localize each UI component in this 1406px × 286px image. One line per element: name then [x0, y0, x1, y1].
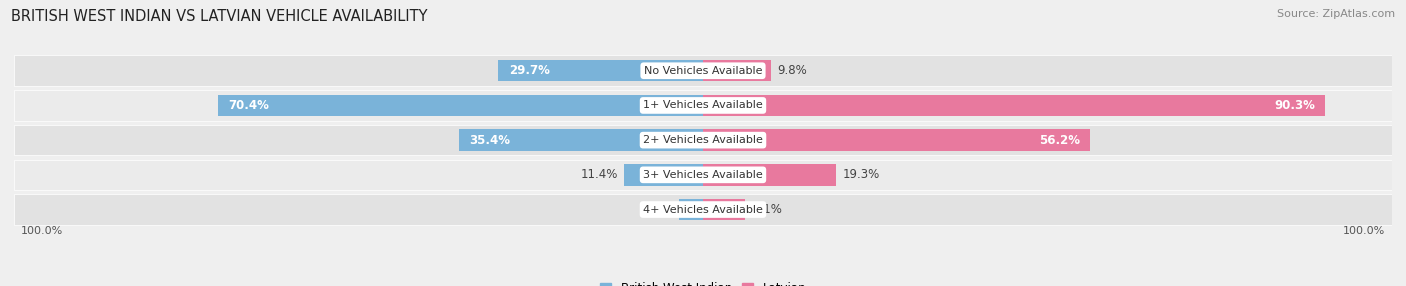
- Legend: British West Indian, Latvian: British West Indian, Latvian: [599, 282, 807, 286]
- Text: 11.4%: 11.4%: [581, 168, 617, 181]
- Bar: [703, 199, 745, 220]
- Bar: [14, 194, 1392, 225]
- Text: 3+ Vehicles Available: 3+ Vehicles Available: [643, 170, 763, 180]
- Text: Source: ZipAtlas.com: Source: ZipAtlas.com: [1277, 9, 1395, 19]
- Bar: [14, 160, 1392, 190]
- Bar: [14, 55, 1392, 86]
- Bar: [14, 125, 1392, 155]
- Bar: [218, 95, 703, 116]
- Bar: [14, 90, 1392, 121]
- Text: 56.2%: 56.2%: [1039, 134, 1080, 147]
- Text: 6.1%: 6.1%: [752, 203, 782, 216]
- Text: 90.3%: 90.3%: [1274, 99, 1315, 112]
- Text: 4+ Vehicles Available: 4+ Vehicles Available: [643, 204, 763, 214]
- Text: 100.0%: 100.0%: [21, 226, 63, 236]
- Text: 2+ Vehicles Available: 2+ Vehicles Available: [643, 135, 763, 145]
- Bar: [624, 164, 703, 186]
- Bar: [703, 129, 1090, 151]
- Text: 70.4%: 70.4%: [228, 99, 269, 112]
- Text: 9.8%: 9.8%: [778, 64, 807, 77]
- Text: 35.4%: 35.4%: [470, 134, 510, 147]
- Bar: [703, 164, 837, 186]
- Text: No Vehicles Available: No Vehicles Available: [644, 66, 762, 76]
- Bar: [460, 129, 703, 151]
- Text: BRITISH WEST INDIAN VS LATVIAN VEHICLE AVAILABILITY: BRITISH WEST INDIAN VS LATVIAN VEHICLE A…: [11, 9, 427, 23]
- Text: 100.0%: 100.0%: [1343, 226, 1385, 236]
- Bar: [498, 60, 703, 82]
- Text: 3.5%: 3.5%: [643, 203, 672, 216]
- Text: 19.3%: 19.3%: [842, 168, 880, 181]
- Bar: [679, 199, 703, 220]
- Text: 1+ Vehicles Available: 1+ Vehicles Available: [643, 100, 763, 110]
- Bar: [703, 95, 1324, 116]
- Bar: [703, 60, 770, 82]
- Text: 29.7%: 29.7%: [509, 64, 550, 77]
